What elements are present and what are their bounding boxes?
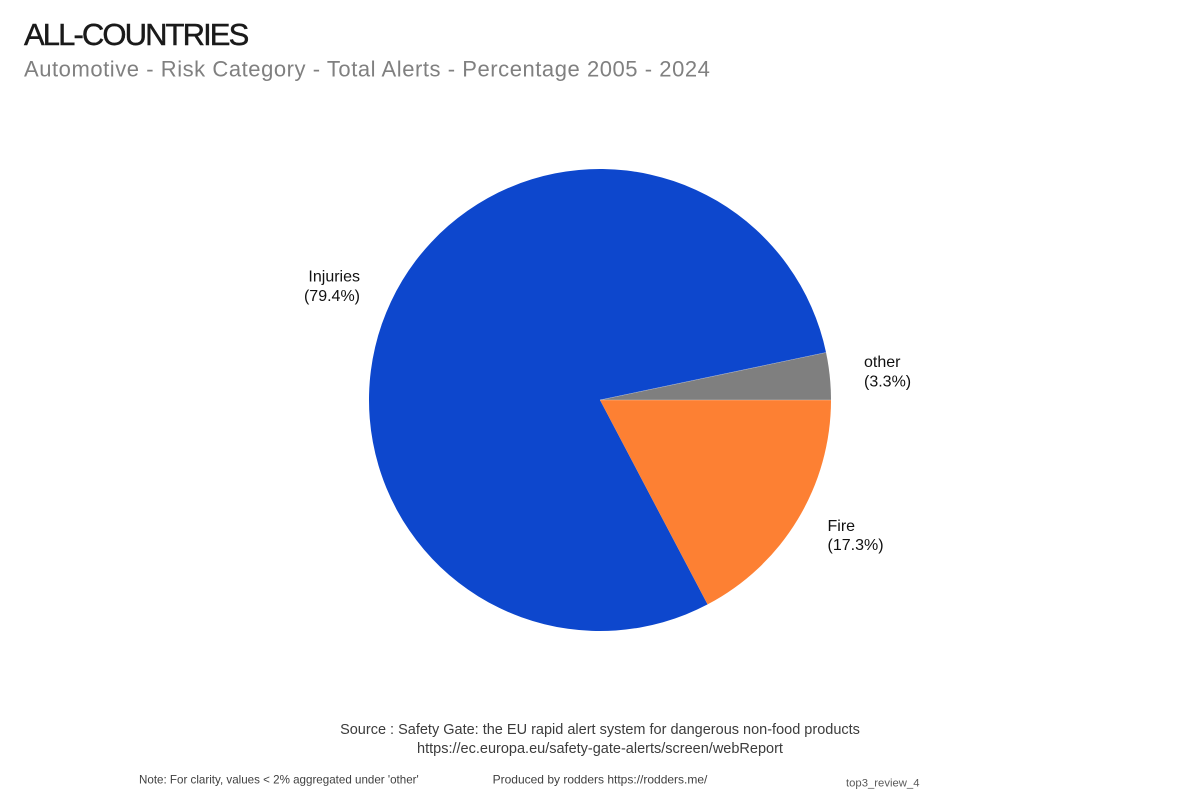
svg-text:top3_review_4: top3_review_4 (846, 778, 919, 790)
svg-text:(17.3%): (17.3%) (828, 537, 884, 554)
svg-text:Note: For clarity, values < 2%: Note: For clarity, values < 2% aggregate… (139, 774, 419, 787)
svg-text:ALL-COUNTRIES: ALL-COUNTRIES (24, 17, 249, 52)
svg-text:(3.3%): (3.3%) (864, 374, 911, 391)
svg-text:Automotive - Risk Category - T: Automotive - Risk Category - Total Alert… (24, 57, 710, 82)
svg-text:(79.4%): (79.4%) (304, 288, 360, 305)
svg-text:Fire: Fire (828, 518, 856, 535)
svg-text:https://ec.europa.eu/safety-ga: https://ec.europa.eu/safety-gate-alerts/… (417, 741, 783, 757)
svg-text:Source : Safety Gate: the EU r: Source : Safety Gate: the EU rapid alert… (340, 722, 860, 738)
svg-text:Injuries: Injuries (308, 269, 360, 286)
svg-text:Produced by rodders https://ro: Produced by rodders https://rodders.me/ (493, 773, 708, 787)
svg-text:other: other (864, 354, 901, 371)
